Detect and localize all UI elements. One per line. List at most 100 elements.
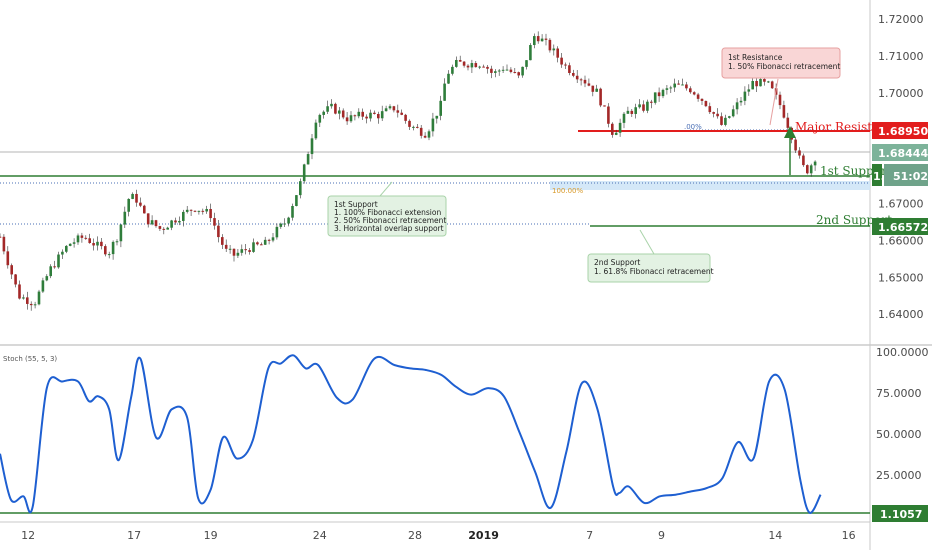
- candle-body: [2, 236, 6, 252]
- candle-body: [275, 226, 279, 238]
- candle-body: [236, 252, 240, 256]
- candle-body: [653, 92, 657, 103]
- candle-body: [642, 104, 645, 111]
- candle-body: [661, 89, 665, 97]
- stoch-value-tag: [872, 505, 928, 522]
- time-tick-label: 7: [586, 529, 593, 542]
- candle-body: [84, 237, 88, 239]
- candle-body: [665, 88, 669, 90]
- candle-body: [263, 239, 267, 245]
- candle-body: [556, 48, 559, 58]
- candle-body: [439, 100, 442, 116]
- candle-body: [221, 237, 224, 245]
- candle-body: [361, 111, 364, 117]
- countdown-tag: [884, 164, 928, 186]
- first-support-tag-text: 1.: [873, 170, 885, 183]
- candle-body: [197, 210, 201, 212]
- candle-body: [0, 236, 2, 238]
- time-axis-ticks: 12 17 19 24 28 2019 7 9 14 16: [21, 529, 856, 542]
- candle-body: [68, 243, 72, 246]
- time-tick-label: 2019: [468, 529, 499, 542]
- candle-body: [486, 66, 489, 69]
- candle-body: [400, 112, 403, 115]
- candle-body: [466, 65, 470, 68]
- candle-body: [419, 127, 423, 136]
- candle-body: [408, 120, 411, 127]
- callout-support2-line1: 2nd Support: [594, 258, 640, 267]
- candle-body: [474, 63, 478, 68]
- candle-body: [685, 84, 688, 89]
- time-tick-label: 9: [658, 529, 665, 542]
- candle-body: [396, 110, 400, 113]
- candle-body: [716, 113, 719, 117]
- candle-body: [455, 59, 458, 67]
- candle-body: [326, 106, 329, 112]
- candle-body: [470, 63, 474, 68]
- time-tick-label: 12: [21, 529, 35, 542]
- candle-body: [595, 88, 598, 92]
- candle-body: [681, 84, 684, 86]
- candle-body: [731, 109, 735, 117]
- time-tick-label: 19: [204, 529, 218, 542]
- stoch-tick-label: 100.0000: [876, 346, 929, 359]
- candle-body: [53, 266, 56, 268]
- candle-body: [447, 73, 450, 84]
- candle-body: [365, 116, 368, 119]
- stoch-tick-label: 50.0000: [876, 428, 922, 441]
- candle-body: [162, 228, 166, 230]
- candle-body: [158, 226, 162, 229]
- candle-body: [638, 104, 641, 108]
- candle-body: [568, 65, 571, 74]
- price-axis-ticks: 1.72000 1.71000 1.70000 1.67000 1.66000 1.650…: [878, 13, 924, 321]
- candle-body: [626, 110, 630, 114]
- stoch-axis-ticks: 100.0000 75.0000 50.0000 25.0000: [876, 346, 929, 482]
- candle-body: [513, 72, 517, 74]
- candle-body: [111, 241, 115, 255]
- candle-body: [271, 237, 275, 241]
- candle-body: [497, 70, 501, 72]
- candle-body: [579, 79, 583, 81]
- candle-body: [139, 202, 142, 206]
- candle-body: [306, 154, 310, 165]
- candle-body: [185, 209, 189, 212]
- candle-body: [802, 155, 805, 166]
- candle-body: [295, 195, 298, 206]
- candle-body: [809, 165, 813, 174]
- callout-pointer-support1: [379, 181, 393, 197]
- callout-support1-line3: 2. 50% Fibonacci retracement: [334, 216, 446, 225]
- candle-body: [614, 132, 618, 135]
- price-tick-label: 1.65000: [878, 271, 924, 284]
- candle-body: [49, 266, 52, 277]
- candle-body: [26, 297, 29, 304]
- candle-body: [57, 254, 60, 268]
- candle-body: [45, 276, 49, 281]
- candle-body: [786, 117, 790, 128]
- candle-body: [244, 249, 247, 251]
- candle-body: [193, 210, 197, 212]
- candle-body: [435, 115, 439, 119]
- candle-body: [813, 161, 817, 166]
- candle-body: [330, 103, 333, 107]
- candle-body: [353, 115, 357, 117]
- candle-body: [458, 59, 462, 62]
- candle-body: [525, 60, 528, 67]
- candle-body: [646, 101, 649, 111]
- candle-body: [252, 242, 255, 252]
- price-tick-label: 1.64000: [878, 308, 924, 321]
- candle-body: [96, 241, 99, 246]
- candle-body: [178, 220, 181, 223]
- candle-body: [76, 235, 80, 243]
- candle-body: [310, 138, 314, 155]
- candle-body: [104, 246, 107, 255]
- candle-body: [708, 106, 712, 113]
- candle-body: [747, 89, 751, 92]
- candle-body: [735, 102, 739, 110]
- candle-body: [544, 38, 548, 40]
- candle-body: [174, 220, 177, 223]
- candle-body: [759, 78, 762, 87]
- candle-body: [107, 254, 111, 256]
- callout-support1-line1: 1st Support: [334, 200, 378, 209]
- current-price-tag: [872, 144, 928, 161]
- candle-body: [22, 297, 25, 299]
